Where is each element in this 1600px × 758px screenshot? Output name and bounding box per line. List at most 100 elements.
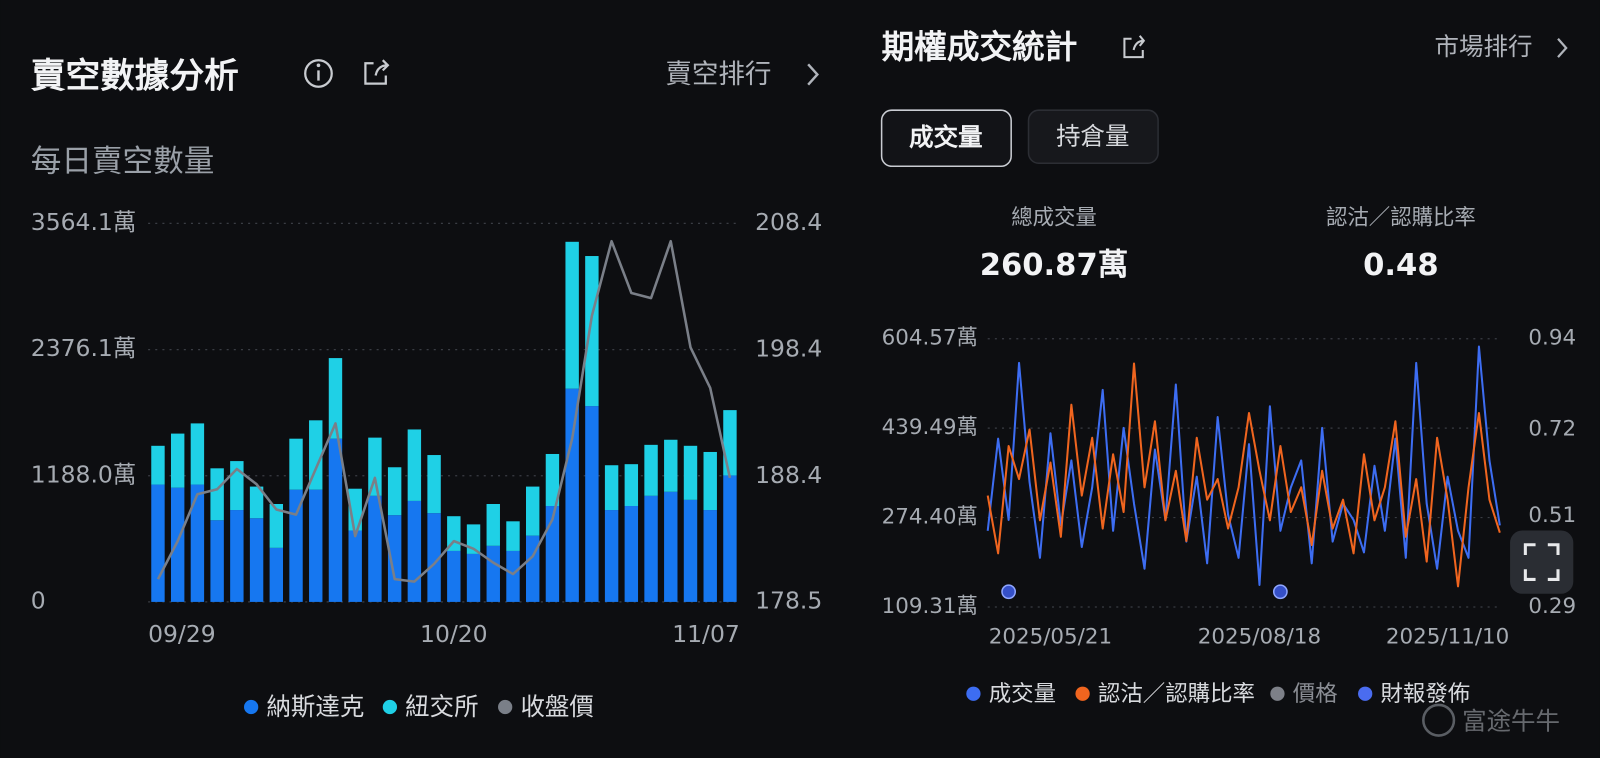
legend-label: 收盤價	[520, 692, 593, 721]
bar-segment	[683, 445, 698, 500]
legend-label: 成交量	[989, 681, 1056, 707]
x-tick-label: 10/20	[420, 620, 488, 648]
bar-segment	[447, 550, 461, 602]
bar-segment	[427, 455, 441, 514]
x-tick-label: 11/07	[672, 620, 740, 648]
bar-segment	[585, 256, 599, 407]
y-tick-label: 188.4	[755, 461, 822, 489]
bar-segment	[604, 510, 619, 602]
y-tick-label: 3564.1萬	[31, 208, 137, 236]
bar-segment	[249, 486, 264, 519]
bar-segment	[151, 484, 165, 602]
bar-segment	[624, 464, 639, 507]
bar-segment	[545, 453, 560, 507]
legend-marker	[243, 699, 259, 715]
bar-segment	[644, 444, 658, 496]
y-tick-label: 0.51	[1528, 503, 1576, 528]
bar-segment	[230, 510, 244, 602]
bar-segment	[269, 503, 284, 548]
link[interactable]: 市場排行	[1435, 32, 1533, 61]
panel-title: 賣空數據分析	[31, 57, 239, 97]
bar-segment	[387, 467, 402, 516]
share-icon[interactable]	[364, 59, 390, 85]
y-tick-label: 2376.1萬	[31, 334, 137, 362]
y-tick-label: 178.5	[755, 586, 822, 614]
bar-segment	[427, 513, 441, 602]
bar-segment	[723, 410, 737, 476]
bar-segment	[624, 506, 639, 602]
legend-label: 價格	[1293, 681, 1338, 707]
bar-segment	[565, 241, 579, 389]
legend-label: 紐交所	[405, 692, 478, 721]
bar-segment	[170, 433, 185, 488]
y-tick-label: 109.31萬	[882, 594, 978, 619]
panel-title: 期權成交統計	[882, 28, 1078, 66]
subtitle: 每日賣空數量	[31, 145, 215, 180]
y-tick-label: 0.29	[1528, 594, 1576, 619]
bar-segment	[466, 553, 481, 602]
bar-segment	[170, 487, 185, 602]
info-icon[interactable]	[304, 59, 333, 88]
bar-segment	[407, 500, 422, 602]
line	[156, 239, 732, 583]
fullscreen-button[interactable]	[1510, 530, 1574, 594]
tab[interactable]	[1027, 109, 1159, 164]
line	[986, 362, 1501, 588]
bar-segment	[190, 484, 205, 602]
legend-label: 納斯達克	[266, 692, 364, 721]
bar-segment	[249, 518, 264, 602]
bar-segment	[368, 495, 382, 602]
bar-segment	[703, 451, 717, 511]
stat-label: 總成交量	[1011, 205, 1097, 230]
legend-marker	[382, 699, 398, 715]
event-marker	[1001, 584, 1017, 600]
bar-segment	[506, 521, 520, 551]
bar-segment	[190, 423, 205, 485]
y-tick-label: 208.4	[755, 208, 822, 236]
stat-label: 認沽／認購比率	[1326, 205, 1476, 230]
bar-segment	[348, 530, 362, 602]
x-tick-label: 2025/08/18	[1198, 625, 1321, 650]
bar-segment	[210, 520, 224, 602]
bar-segment	[407, 429, 422, 501]
bar-segment	[664, 491, 678, 602]
x-tick-label: 2025/05/21	[989, 625, 1112, 650]
line	[986, 345, 1501, 586]
event-marker	[1272, 584, 1288, 600]
watermark: 富途牛牛	[1422, 703, 1560, 737]
legend-marker	[1075, 686, 1090, 701]
legend-marker	[1270, 686, 1285, 701]
y-tick-label: 0.94	[1528, 326, 1576, 351]
bar-segment	[328, 358, 343, 439]
stat-value: 260.87萬	[980, 248, 1129, 283]
bar-segment	[545, 506, 560, 602]
tab[interactable]	[880, 109, 1012, 168]
bar-segment	[683, 499, 698, 602]
y-tick-label: 274.40萬	[882, 505, 978, 530]
x-tick-label: 09/29	[148, 620, 216, 648]
share-icon[interactable]	[1123, 35, 1146, 59]
bar-segment	[644, 495, 658, 602]
legend-label: 財報發佈	[1380, 681, 1470, 707]
tab-label[interactable]: 成交量	[909, 123, 982, 152]
y-tick-label: 198.4	[755, 335, 822, 363]
y-tick-label: 0.72	[1528, 417, 1576, 442]
bar-segment	[309, 420, 323, 490]
link[interactable]: 賣空排行	[665, 59, 771, 90]
bar-segment	[151, 445, 165, 485]
bar-segment	[664, 439, 678, 492]
bar-segment	[585, 406, 599, 602]
legend-marker	[1358, 686, 1373, 701]
bar-segment	[486, 545, 500, 602]
chevron	[1557, 38, 1568, 58]
bar-segment	[506, 550, 520, 602]
legend-marker	[966, 686, 981, 701]
bar-segment	[703, 510, 717, 602]
y-tick-label: 1188.0萬	[31, 460, 137, 488]
bar-segment	[309, 489, 323, 602]
tab-label[interactable]: 持倉量	[1056, 122, 1129, 151]
bar-segment	[723, 475, 737, 602]
chevron	[807, 63, 819, 86]
